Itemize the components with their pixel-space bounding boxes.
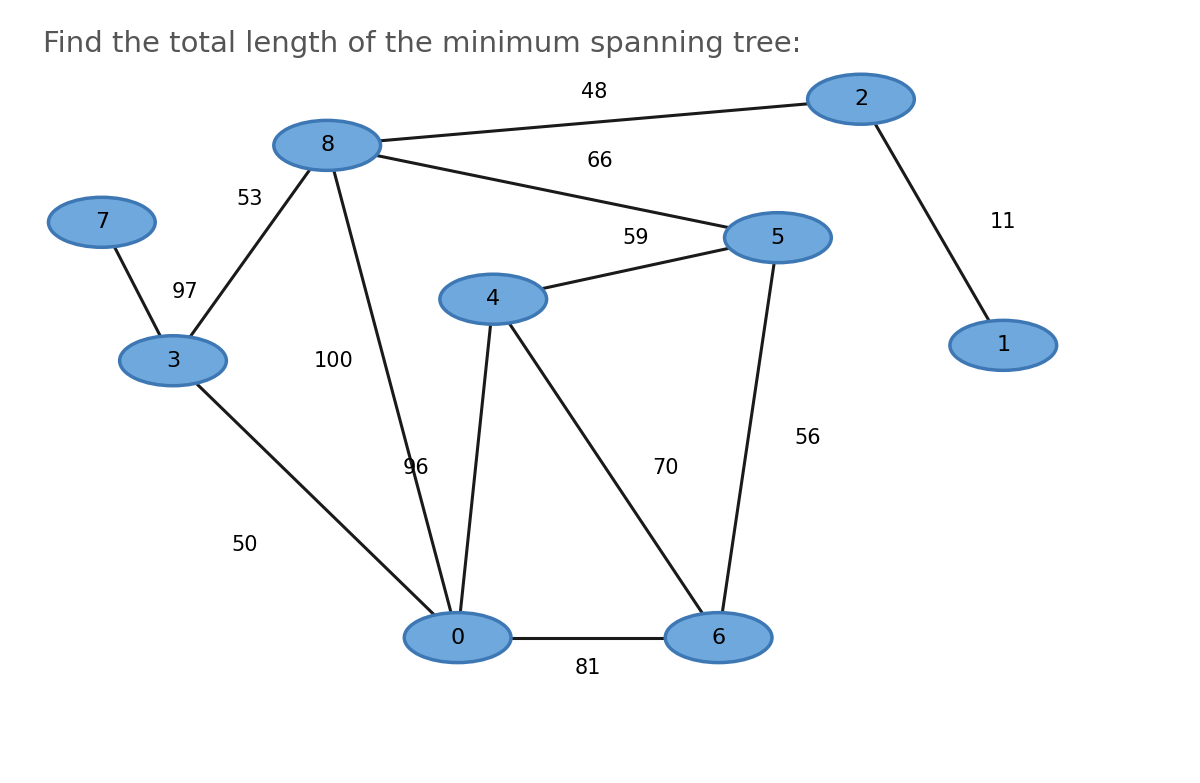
Ellipse shape (274, 121, 380, 171)
Text: 8: 8 (320, 135, 335, 155)
Text: 0: 0 (450, 628, 464, 648)
Text: 53: 53 (236, 189, 263, 209)
Text: 11: 11 (990, 212, 1016, 233)
Text: 100: 100 (313, 351, 353, 370)
Text: 50: 50 (230, 536, 258, 555)
Text: Find the total length of the minimum spanning tree:: Find the total length of the minimum spa… (42, 30, 800, 58)
Text: 7: 7 (95, 212, 109, 233)
Text: 81: 81 (575, 659, 601, 678)
Text: 70: 70 (652, 458, 678, 478)
Ellipse shape (404, 612, 511, 662)
Text: 5: 5 (770, 228, 785, 247)
Ellipse shape (808, 74, 914, 124)
Text: 66: 66 (587, 151, 613, 171)
Text: 56: 56 (794, 428, 821, 448)
Text: 6: 6 (712, 628, 726, 648)
Text: 2: 2 (854, 89, 868, 110)
Ellipse shape (725, 213, 832, 262)
Text: 48: 48 (581, 81, 607, 102)
Text: 3: 3 (166, 351, 180, 370)
Ellipse shape (120, 336, 227, 386)
Ellipse shape (665, 612, 772, 662)
Text: 4: 4 (486, 289, 500, 309)
Text: 97: 97 (172, 282, 198, 301)
Text: 96: 96 (403, 458, 430, 478)
Ellipse shape (950, 320, 1057, 370)
Ellipse shape (48, 197, 155, 247)
Text: 1: 1 (996, 335, 1010, 355)
Ellipse shape (440, 274, 547, 324)
Text: 59: 59 (623, 228, 649, 247)
